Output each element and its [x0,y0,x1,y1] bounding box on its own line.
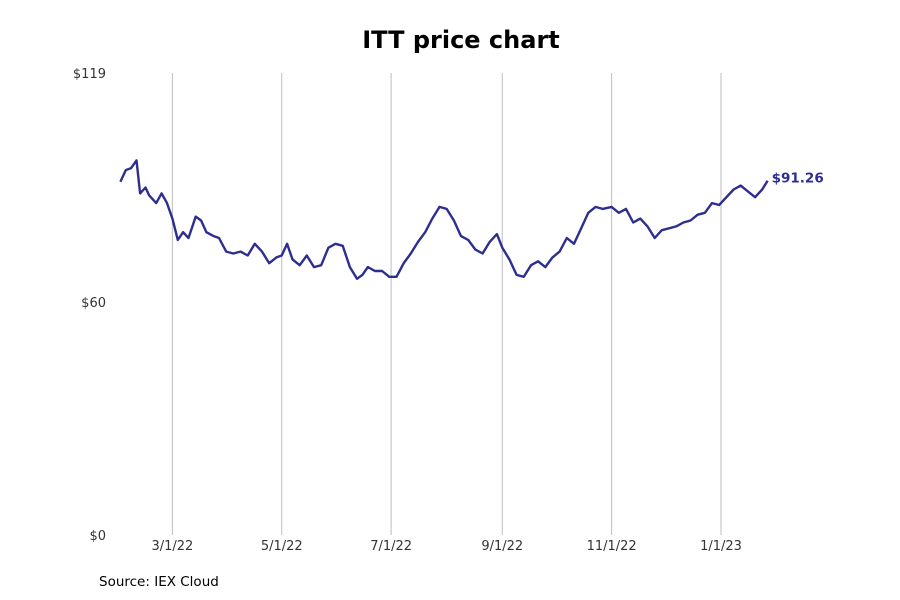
x-tick-label: 11/1/22 [587,539,637,554]
x-tick-label: 1/1/23 [700,539,742,554]
x-tick-label: 3/1/22 [151,539,193,554]
y-tick-label: $0 [89,529,106,544]
x-axis-ticks: 3/1/22 5/1/22 7/1/22 9/1/22 11/1/22 1/1/23 [151,539,741,554]
x-tick-label: 5/1/22 [261,539,303,554]
chart-title: ITT price chart [362,26,560,54]
grid-lines [171,73,722,535]
y-tick-label: $60 [81,296,106,311]
last-price-label: $91.26 [772,171,824,187]
x-tick-label: 7/1/22 [370,539,412,554]
source-note: Source: IEX Cloud [99,574,219,590]
price-line [119,159,769,280]
x-tick-label: 9/1/22 [481,539,523,554]
y-tick-label: $119 [73,67,106,82]
y-axis-ticks: $0 $60 $119 [73,67,106,544]
